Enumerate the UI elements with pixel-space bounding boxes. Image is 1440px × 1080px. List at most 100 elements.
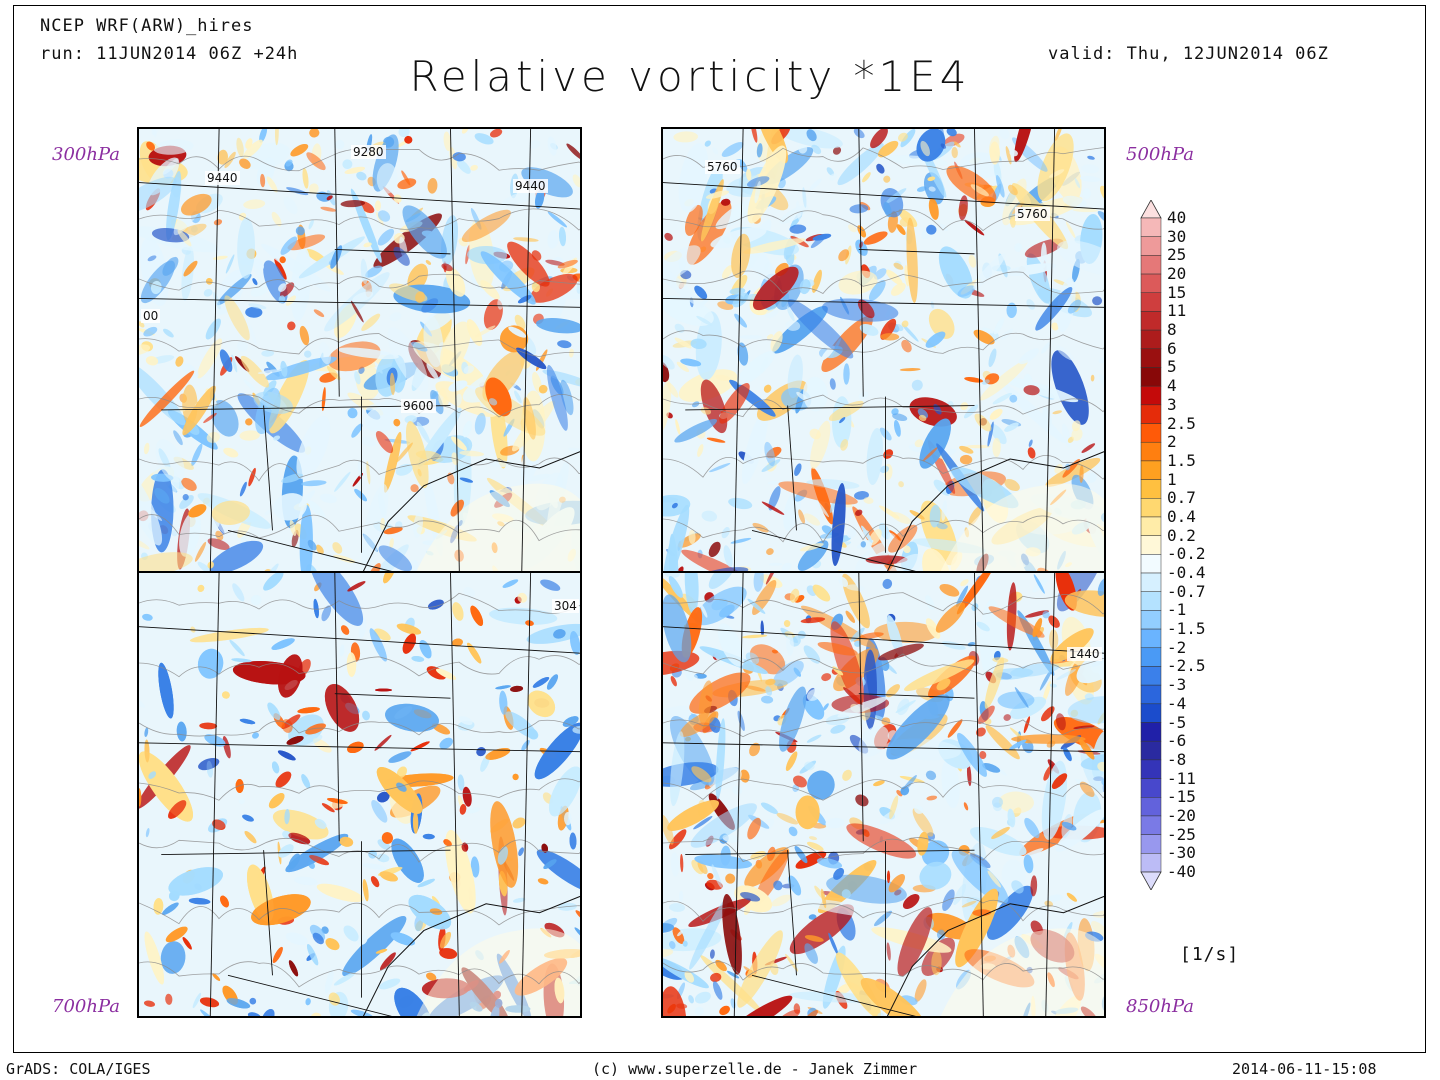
footer-credit: (c) www.superzelle.de - Janek Zimmer (592, 1060, 918, 1078)
colorbar-segment (1140, 628, 1162, 649)
colorbar-segment (1140, 498, 1162, 518)
colorbar-tick-label: -4 (1167, 693, 1187, 713)
colorbar-segment (1140, 273, 1162, 293)
colorbar-segment (1140, 740, 1162, 761)
vorticity-field-700 (139, 573, 580, 1016)
colorbar-segment (1140, 778, 1162, 798)
colorbar-segment (1140, 404, 1162, 424)
colorbar-segment (1140, 217, 1162, 237)
colorbar-tick-label: -3 (1167, 675, 1187, 695)
contour-label: 9440 (513, 179, 548, 193)
colorbar-segment (1140, 236, 1162, 256)
colorbar-tick-label: -0.2 (1167, 544, 1206, 564)
colorbar-tick-label: 1 (1167, 469, 1177, 489)
colorbar-segment (1140, 722, 1162, 742)
contour-label: 1440 (1067, 647, 1102, 661)
vorticity-field-500 (663, 129, 1104, 571)
footer-software: GrADS: COLA/IGES (6, 1060, 151, 1078)
model-name: NCEP WRF(ARW)_hires (40, 16, 254, 36)
colorbar-tick-label: -25 (1167, 824, 1196, 844)
colorbar-segment (1140, 834, 1162, 854)
colorbar-segment (1140, 554, 1162, 574)
colorbar-tick-label: 5 (1167, 357, 1177, 377)
valid-time: valid: Thu, 12JUN2014 06Z (1048, 44, 1329, 64)
contour-label: 00 (141, 309, 161, 323)
colorbar-tick-label: 3 (1167, 394, 1177, 414)
colorbar-segment (1140, 385, 1162, 406)
colorbar-segment (1140, 759, 1162, 779)
colorbar-top-arrow (1140, 200, 1162, 219)
map-panel-850hpa[interactable]: 1440 (661, 571, 1106, 1018)
figure-frame (13, 5, 1426, 1053)
map-panel-700hpa[interactable]: 304 (137, 571, 582, 1018)
colorbar-segment (1140, 516, 1162, 536)
colorbar-tick-label: 1.5 (1167, 450, 1196, 470)
colorbar-tick-label: -20 (1167, 805, 1196, 825)
colorbar-tick-label: 40 (1167, 208, 1187, 227)
colorbar-tick-label: -1.5 (1167, 619, 1206, 639)
colorbar-segment (1140, 311, 1162, 331)
contour-label: 9280 (351, 145, 386, 159)
colorbar-segment (1140, 703, 1162, 723)
colorbar-tick-label: 2.5 (1167, 413, 1196, 433)
colorbar-segment (1140, 367, 1162, 387)
contour-label: 9600 (401, 399, 436, 413)
colorbar-tick-label: 4 (1167, 376, 1177, 396)
colorbar-tick-label: 20 (1167, 264, 1187, 284)
colorbar-segment (1140, 460, 1162, 480)
map-title-text: Relative vorticity *1E4 (409, 52, 971, 101)
colorbar-bottom-arrow (1140, 871, 1162, 890)
colorbar-segment (1140, 572, 1162, 592)
colorbar-tick-label: 6 (1167, 338, 1177, 358)
colorbar-tick-label: -1 (1167, 600, 1187, 620)
map-title: Relative vorticity *1E4 (0, 52, 1440, 101)
footer-timestamp: 2014-06-11-15:08 (1232, 1060, 1377, 1078)
colorbar-tick-label: -40 (1167, 862, 1196, 881)
colorbar-tick-label: 0.4 (1167, 506, 1196, 526)
colorbar-tick-label: -0.4 (1167, 563, 1206, 583)
colorbar-tick-label: -15 (1167, 787, 1196, 807)
colorbar-segment (1140, 292, 1162, 312)
colorbar-segment (1140, 797, 1162, 817)
level-label-500: 500hPa (1126, 144, 1194, 165)
colorbar-segment (1140, 684, 1162, 705)
colorbar-segment (1140, 853, 1162, 873)
vorticity-field-300 (139, 129, 580, 571)
level-label-700: 700hPa (52, 996, 120, 1017)
contour-label: 9440 (205, 171, 240, 185)
run-info: run: 11JUN2014 06Z +24h (40, 44, 299, 64)
colorbar-tick-label: -30 (1167, 843, 1196, 863)
colorbar-tick-label: 0.7 (1167, 488, 1196, 508)
colorbar-tick-label: 11 (1167, 301, 1187, 321)
level-label-850: 850hPa (1126, 996, 1194, 1017)
colorbar-segment (1140, 535, 1162, 555)
colorbar-segment (1140, 441, 1162, 462)
colorbar-tick-label: 2 (1167, 432, 1177, 452)
colorbar-tick-label: -5 (1167, 712, 1187, 732)
colorbar (1140, 200, 1162, 890)
colorbar-segment (1140, 479, 1162, 499)
colorbar-tick-label: 25 (1167, 245, 1187, 265)
colorbar-tick-label: -11 (1167, 768, 1196, 788)
colorbar-tick-label: -2.5 (1167, 656, 1206, 676)
contour-label: 304 (552, 599, 579, 613)
contour-label: 5760 (705, 160, 740, 174)
units-label: [1/s] (1180, 944, 1240, 965)
vorticity-field-850 (663, 573, 1104, 1016)
colorbar-segment (1140, 423, 1162, 443)
colorbar-segment (1140, 255, 1162, 275)
colorbar-tick-label: 0.2 (1167, 525, 1196, 545)
map-panel-500hpa[interactable]: 5760 5760 (661, 127, 1106, 573)
colorbar-segment (1140, 647, 1162, 667)
level-label-300: 300hPa (52, 144, 120, 165)
colorbar-tick-label: -6 (1167, 731, 1187, 751)
colorbar-segment (1140, 329, 1162, 350)
colorbar-tick-label: 15 (1167, 282, 1187, 302)
contour-label: 5760 (1015, 207, 1050, 221)
map-panel-300hpa[interactable]: 9280 9440 9440 00 9600 (137, 127, 582, 573)
colorbar-tick-label: -8 (1167, 749, 1187, 769)
colorbar-tick-label: 30 (1167, 226, 1187, 246)
colorbar-segment (1140, 348, 1162, 368)
colorbar-tick-label: 8 (1167, 320, 1177, 340)
colorbar-segment (1140, 610, 1162, 630)
